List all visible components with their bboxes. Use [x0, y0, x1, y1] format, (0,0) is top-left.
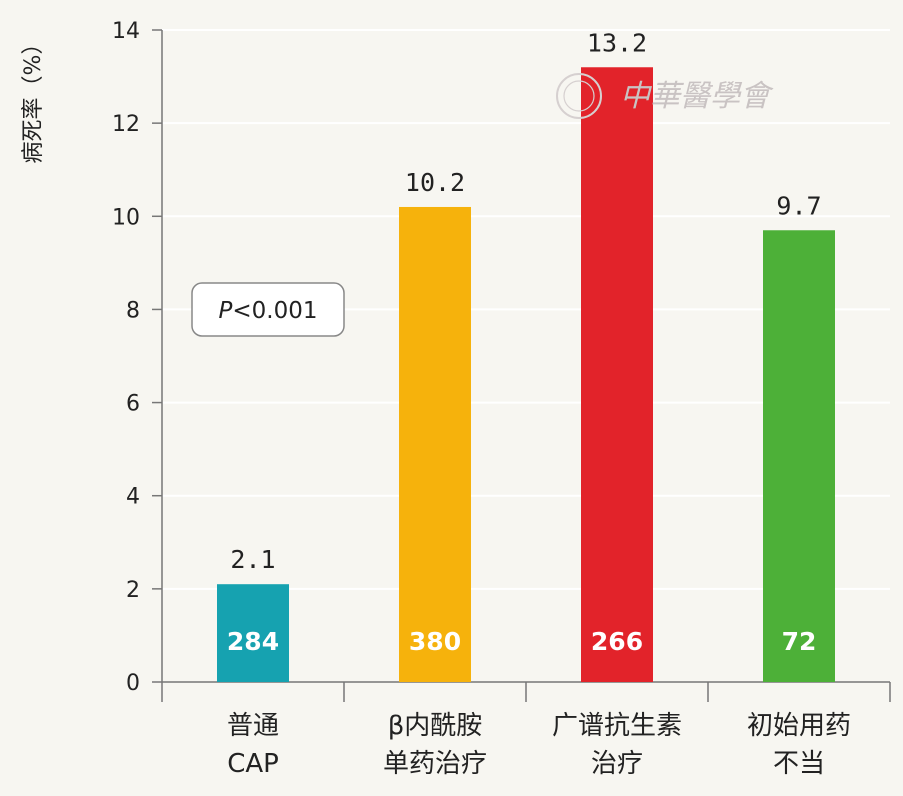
y-tick-label: 10: [112, 205, 140, 230]
bar-count-label: 266: [591, 627, 643, 656]
y-tick-label: 0: [126, 671, 140, 696]
bar: [581, 67, 653, 682]
p-value-annotation: P<0.001: [191, 282, 345, 337]
bar-value-label: 13.2: [587, 28, 647, 57]
p-value-italic: P: [219, 298, 233, 324]
bar: [763, 230, 835, 682]
x-category-label: CAP: [227, 749, 279, 779]
y-axis-title: 病死率（%）: [21, 33, 46, 164]
x-category-label: 不当: [773, 749, 825, 779]
x-category-label: β内酰胺: [388, 711, 483, 741]
watermark-seal-icon: [556, 73, 602, 119]
x-category-label: 初始用药: [747, 711, 851, 741]
x-category-label: 治疗: [591, 749, 643, 779]
y-tick-label: 8: [126, 298, 140, 323]
bar: [399, 206, 471, 682]
bar-value-label: 2.1: [230, 545, 275, 574]
p-value-rest: <0.001: [232, 298, 317, 324]
bar-count-label: 380: [409, 627, 461, 656]
y-axis-label: 病死率（%）: [21, 33, 46, 164]
bar-value-label: 10.2: [405, 168, 465, 197]
x-category-label: 普通: [227, 711, 279, 741]
x-category-label: 广谱抗生素: [552, 711, 682, 741]
watermark: 中華醫學會: [556, 73, 774, 119]
p-value-box: [191, 282, 345, 337]
y-tick-label: 2: [126, 578, 140, 603]
bar: [217, 584, 289, 682]
x-category-label: 单药治疗: [383, 749, 487, 779]
bars: [217, 67, 835, 682]
bar-count-label: 284: [227, 627, 279, 656]
bar-count-label: 72: [782, 627, 817, 656]
p-value-text: P<0.001: [219, 298, 318, 324]
y-tick-label: 12: [112, 112, 140, 137]
watermark-text: 中華醫學會: [620, 79, 774, 114]
y-tick-label: 14: [112, 19, 140, 44]
y-tick-label: 4: [126, 485, 140, 510]
y-tick-label: 6: [126, 392, 140, 417]
bar-value-label: 9.7: [776, 191, 821, 220]
